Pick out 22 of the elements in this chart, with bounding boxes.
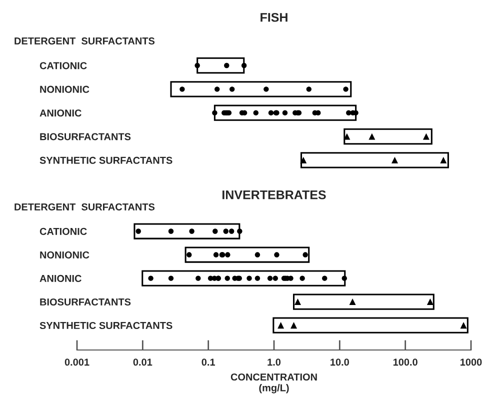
x-tick-label: 1000 [460,358,482,366]
y-tick-label: CATIONIC [40,228,87,235]
y-tick-label: SYNTHETIC SURFACTANTS [40,322,172,330]
x-tick-label: 1.0 [268,358,281,366]
chart-title: INVERTEBRATES [222,190,326,200]
y-tick-label: NONIONIC [40,251,90,258]
x-tick-label: 100.0 [393,358,418,366]
x-tick-label: 0.1 [202,358,216,366]
y-tick-label: BIOSURFACTANTS [40,133,131,140]
x-tick-label: 0.01 [133,358,152,366]
y-tick-label: SYNTHETIC SURFACTANTS [40,156,172,164]
x-tick-label: 0.001 [64,358,90,366]
y-tick-label: BIOSURFACTANTS [40,298,131,306]
x-tick-label: 10.0 [330,358,349,366]
y-tick-label: CATIONIC [40,62,87,70]
text: DETERGENT SURFACTANTS [14,37,155,45]
chart-title: FISH [260,12,288,22]
y-tick-label: ANIONIC [40,109,82,117]
text: DETERGENT SURFACTANTS [14,203,155,210]
x-axis-title: CONCENTRATION (mg/L) [230,373,317,394]
y-tick-label: ANIONIC [40,274,82,282]
y-tick-label: NONIONIC [40,86,90,93]
